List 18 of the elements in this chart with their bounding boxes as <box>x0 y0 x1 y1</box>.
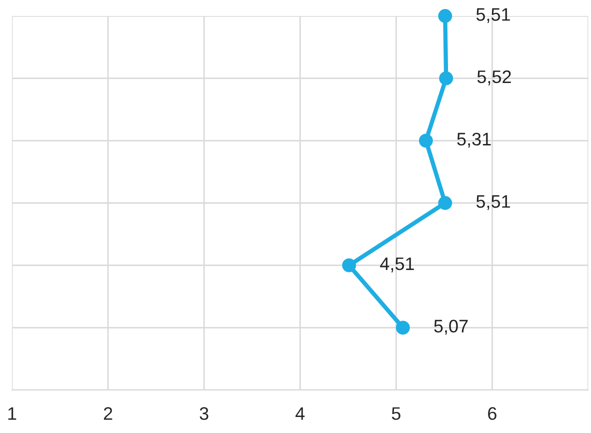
x-tick-label: 5 <box>392 407 400 420</box>
data-label: 5,51 <box>476 195 510 210</box>
x-tick-label: 6 <box>488 407 496 420</box>
point <box>438 196 452 210</box>
x-tick-label: 3 <box>200 407 208 420</box>
x-tick-label: 1 <box>8 407 16 420</box>
data-label: 4,51 <box>380 258 414 272</box>
point <box>418 134 433 148</box>
x-tick-label: 2 <box>104 407 112 420</box>
point <box>438 9 452 23</box>
point <box>342 258 356 272</box>
data-label: 5,51 <box>476 8 510 23</box>
x-tick-label: 4 <box>296 407 305 420</box>
data-label: 5,31 <box>457 132 491 148</box>
data-label: 5,52 <box>477 70 511 86</box>
point <box>396 320 410 335</box>
data-label: 5,07 <box>434 320 468 335</box>
point <box>439 71 454 86</box>
